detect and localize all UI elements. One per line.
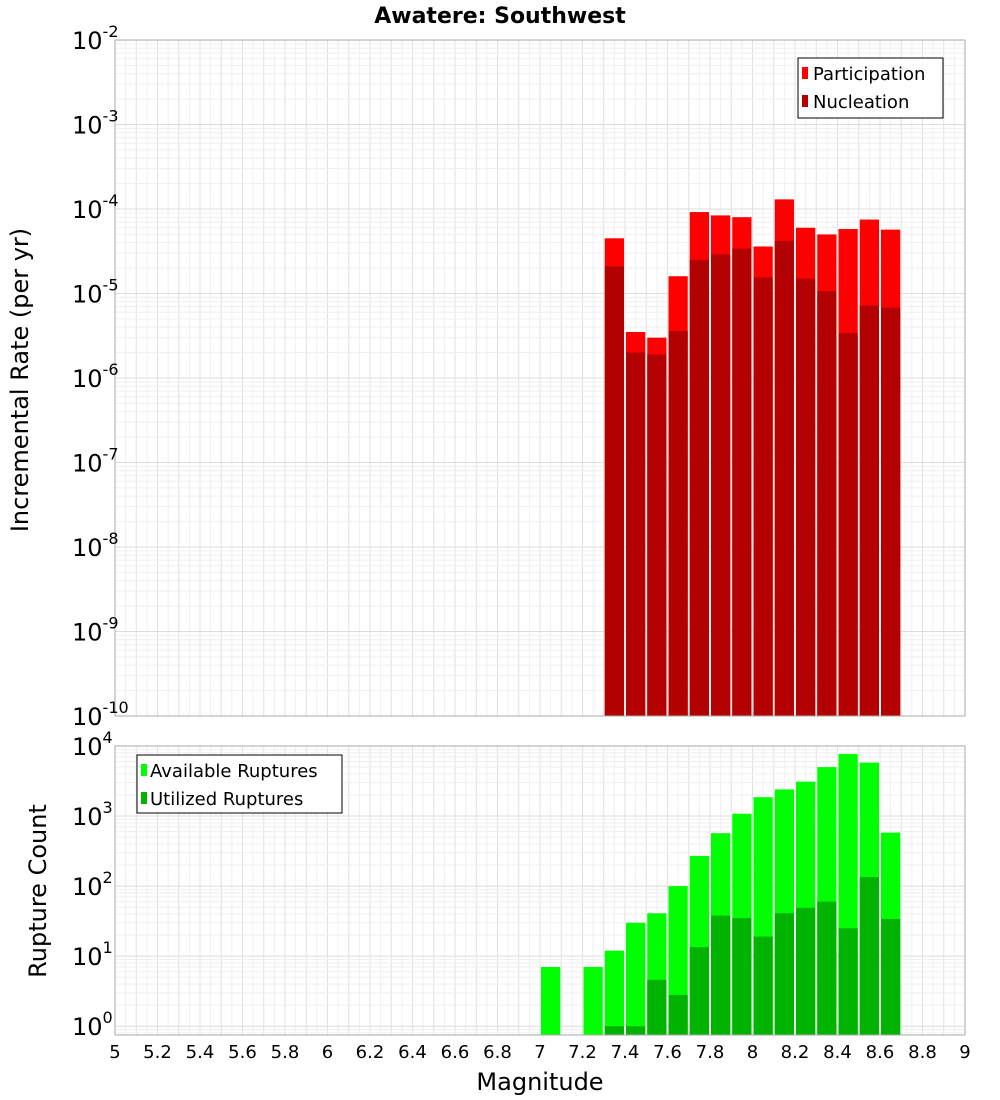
bottom-y-tick-label: 103 <box>72 798 113 831</box>
legend-nucleation-label: Nucleation <box>813 92 909 113</box>
bottom-bar-utilized-ruptures <box>859 876 879 1035</box>
top-legend: Participation Nucleation <box>797 57 944 119</box>
x-tick-label: 8 <box>747 1042 758 1063</box>
bottom-y-ticks: 100 101 102 103 104 <box>72 728 113 1041</box>
bottom-bar-utilized-ruptures <box>753 936 773 1035</box>
bottom-grid <box>114 745 966 1035</box>
x-tick-label: 8.8 <box>908 1042 937 1063</box>
bottom-bar-utilized-ruptures <box>626 1026 646 1035</box>
top-y-tick-label: 10-7 <box>72 445 119 478</box>
bottom-bar-utilized-ruptures <box>689 947 709 1035</box>
top-y-tick-label: 10-6 <box>72 360 119 393</box>
legend-available-swatch <box>141 764 147 776</box>
top-bar-nucleation <box>753 277 773 716</box>
x-tick-label: 7.6 <box>653 1042 682 1063</box>
bottom-y-tick-label: 100 <box>72 1008 113 1041</box>
top-y-tick-label: 10-10 <box>72 698 129 731</box>
x-tick-label: 7.4 <box>611 1042 640 1063</box>
x-tick-label: 5.4 <box>186 1042 215 1063</box>
top-bar-nucleation <box>859 305 879 716</box>
x-tick-label: 7.2 <box>568 1042 597 1063</box>
bottom-bar-available-ruptures <box>604 950 624 1035</box>
top-bar-nucleation <box>604 266 624 716</box>
bottom-bar-available-ruptures <box>583 967 603 1035</box>
top-y-axis-label: Incremental Rate (per yr) <box>6 228 34 532</box>
legend-utilized-swatch <box>141 792 147 804</box>
x-tick-label: 5 <box>109 1042 120 1063</box>
x-tick-label: 8.2 <box>781 1042 810 1063</box>
bottom-bar-utilized-ruptures <box>711 915 731 1035</box>
bottom-bar-utilized-ruptures <box>796 907 816 1035</box>
bottom-bar-available-ruptures <box>626 922 646 1035</box>
top-bars <box>604 199 901 717</box>
top-bar-nucleation <box>689 259 709 716</box>
top-y-tick-label: 10-8 <box>72 529 119 562</box>
top-y-ticks: 10-10 10-9 10-8 10-7 10-6 10-5 10-4 10-3 10-2 <box>72 22 129 731</box>
bottom-bar-utilized-ruptures <box>668 994 688 1035</box>
top-bar-nucleation <box>711 254 731 716</box>
bottom-plot-frame <box>114 745 966 1036</box>
bottom-y-tick-label: 104 <box>72 728 113 761</box>
x-tick-label: 6.6 <box>441 1042 470 1063</box>
x-tick-label: 5.6 <box>228 1042 257 1063</box>
chart-title: Awatere: Southwest <box>374 4 626 29</box>
legend-available-label: Available Ruptures <box>150 761 318 782</box>
legend-utilized-label: Utilized Ruptures <box>150 789 303 810</box>
x-tick-label: 6.4 <box>398 1042 427 1063</box>
top-y-tick-label: 10-2 <box>72 22 119 55</box>
top-y-tick-label: 10-9 <box>72 614 119 647</box>
bottom-y-tick-label: 101 <box>72 938 113 971</box>
x-tick-label: 8.6 <box>866 1042 895 1063</box>
x-tick-label: 5.2 <box>143 1042 172 1063</box>
x-tick-label: 9 <box>959 1042 970 1063</box>
top-bar-nucleation <box>881 307 901 716</box>
bottom-bar-utilized-ruptures <box>774 913 794 1035</box>
x-tick-label: 5.8 <box>271 1042 300 1063</box>
top-bar-nucleation <box>668 330 688 716</box>
top-y-tick-label: 10-5 <box>72 276 119 309</box>
legend-nucleation-swatch <box>802 95 808 107</box>
bottom-y-tick-label: 102 <box>72 868 113 901</box>
top-bar-nucleation <box>732 248 752 716</box>
x-tick-label: 6 <box>322 1042 333 1063</box>
top-bar-nucleation <box>796 278 816 716</box>
bottom-x-ticks: 5 5.2 5.4 5.6 5.8 6 6.2 6.4 6.6 6.8 7 7.2 7.4 7.6 7.8 8… <box>109 1042 970 1063</box>
top-bar-nucleation <box>838 333 858 716</box>
x-tick-label: 6.2 <box>356 1042 385 1063</box>
legend-participation-swatch <box>802 67 808 79</box>
bottom-bar-utilized-ruptures <box>732 918 752 1035</box>
bottom-bar-utilized-ruptures <box>838 928 858 1035</box>
top-y-tick-label: 10-4 <box>72 191 119 224</box>
bottom-legend: Available Ruptures Utilized Ruptures <box>136 754 343 814</box>
legend-participation-label: Participation <box>813 64 925 85</box>
x-tick-label: 7.8 <box>696 1042 725 1063</box>
top-bar-nucleation <box>626 352 646 716</box>
top-bar-nucleation <box>647 354 667 716</box>
bottom-bar-utilized-ruptures <box>604 1026 624 1035</box>
x-axis-label: Magnitude <box>476 1068 603 1096</box>
x-tick-label: 7 <box>534 1042 545 1063</box>
x-tick-label: 8.4 <box>823 1042 852 1063</box>
bottom-bar-utilized-ruptures <box>647 979 667 1035</box>
top-bar-nucleation <box>817 291 837 716</box>
bottom-bar-utilized-ruptures <box>881 918 901 1035</box>
x-tick-label: 6.8 <box>483 1042 512 1063</box>
top-plot-frame <box>114 39 966 717</box>
bottom-bar-available-ruptures <box>541 967 561 1035</box>
top-grid <box>114 39 966 717</box>
bottom-bars <box>541 753 901 1035</box>
top-y-tick-label: 10-3 <box>72 107 119 140</box>
top-bar-nucleation <box>774 240 794 716</box>
bottom-y-axis-label: Rupture Count <box>24 804 52 978</box>
bottom-bar-utilized-ruptures <box>817 901 837 1035</box>
